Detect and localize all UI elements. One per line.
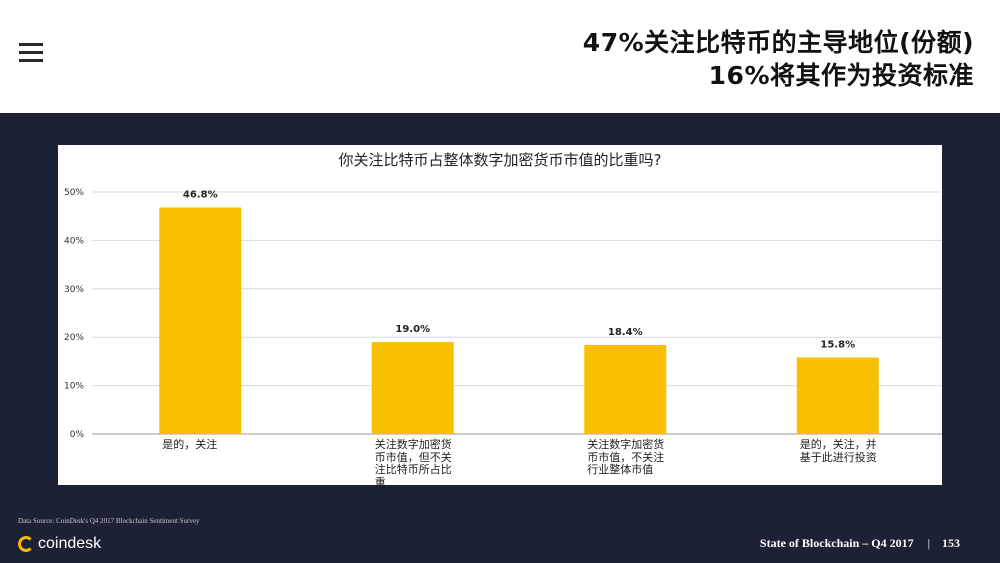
headline-line-1: 47%关注比特币的主导地位(份额)	[582, 28, 974, 57]
bar	[584, 344, 667, 434]
category-label: 是的，关注	[162, 438, 218, 451]
y-tick-label: 20%	[64, 333, 84, 343]
bar-value-label: 15.8%	[820, 340, 855, 351]
category-label: 关注数字加密货币市值，不关注行业整体市值	[587, 438, 665, 476]
coindesk-logo-icon	[18, 536, 34, 552]
footer-separator: |	[927, 536, 930, 550]
bar-value-label: 18.4%	[608, 327, 643, 338]
bar	[159, 207, 242, 434]
footer-report: State of Blockchain – Q4 2017 | 153	[760, 536, 960, 551]
coindesk-logo-text: coindesk	[38, 535, 102, 552]
data-source: Data Source: CoinDesk's Q4 2017 Blockcha…	[18, 517, 200, 525]
report-title: State of Blockchain – Q4 2017	[759, 536, 914, 550]
bar-value-label: 46.8%	[183, 189, 218, 200]
page-number: 153	[942, 536, 960, 550]
chart-panel: 你关注比特币占整体数字加密货币市值的比重吗? 0% 10% 20% 30% 40% 50%…	[58, 145, 942, 488]
y-tick-label: 0%	[70, 430, 85, 440]
y-tick-label: 10%	[64, 382, 84, 392]
bar-chart: 0% 10% 20% 30% 40% 50% 46.8% 19.0% 18.4% 15.8%	[64, 188, 942, 440]
category-label: 是的，关注，并基于此进行投资	[799, 438, 877, 464]
y-tick-label: 40%	[64, 236, 84, 246]
chart-title: 你关注比特币占整体数字加密货币市值的比重吗?	[338, 151, 662, 169]
y-tick-label: 50%	[64, 188, 84, 198]
coindesk-logo: coindesk	[18, 533, 101, 555]
top-bar: 47%关注比特币的主导地位(份额) 16%将其作为投资标准	[0, 0, 1000, 113]
headline-line-2: 16%将其作为投资标准	[708, 61, 974, 90]
headline: 47%关注比特币的主导地位(份额) 16%将其作为投资标准	[583, 26, 974, 92]
y-tick-label: 30%	[64, 285, 84, 295]
menu-icon[interactable]	[19, 43, 43, 63]
category-label: 关注数字加密货币市值，但不关注比特币所占比重	[374, 438, 452, 489]
bar	[371, 342, 454, 434]
bar-value-label: 19.0%	[395, 324, 430, 335]
bar	[796, 357, 879, 434]
